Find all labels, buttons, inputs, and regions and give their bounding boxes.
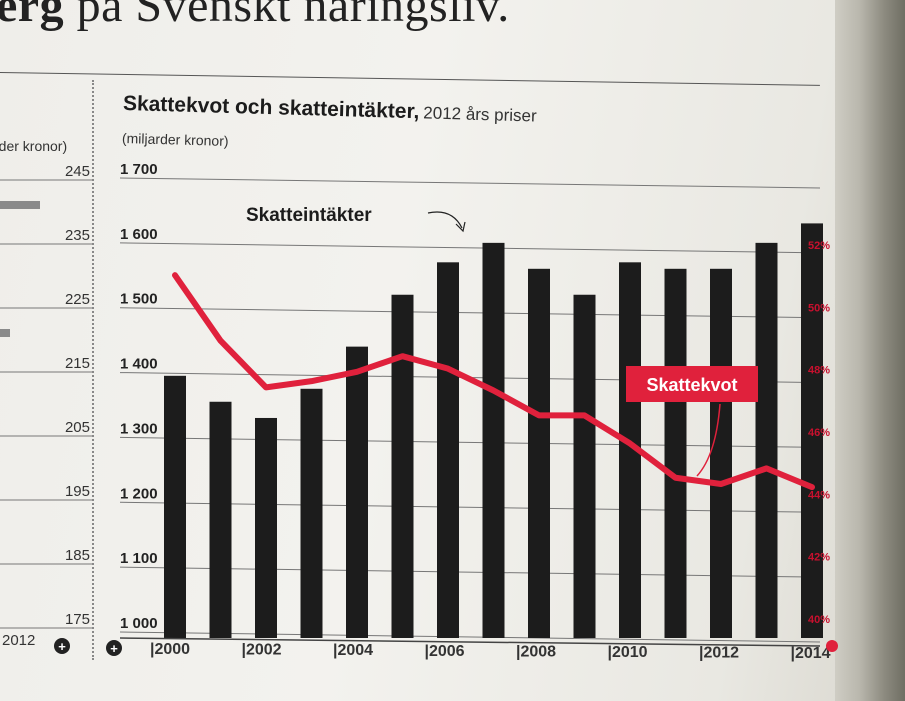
annotation-skatteintakter: Skatteintäkter (246, 205, 372, 226)
y-tick-label: 1 500 (120, 291, 158, 308)
left-panel-tick-label: 185 (65, 547, 90, 564)
x-tick-label: |2010 (608, 644, 648, 661)
gridline (119, 631, 821, 643)
bar-skatteintakter (300, 388, 323, 638)
left-panel-bar (0, 329, 10, 337)
y-tick-label: 1 000 (120, 615, 158, 632)
bar-skatteintakter (346, 346, 368, 638)
x-tick-label: |2012 (699, 645, 739, 662)
x-axis-plus-icon (106, 640, 122, 656)
y2-tick-label: 46% (808, 427, 830, 439)
headline-rest: på Svenskt näringsliv. (64, 0, 510, 32)
annotation-arrowhead (455, 221, 466, 233)
left-panel-tick-label: 205 (65, 419, 90, 436)
y-tick-label: 1 100 (120, 550, 158, 567)
gridline (119, 307, 821, 319)
left-panel-x-label: 2012 (2, 632, 35, 649)
left-panel-tick-label: 175 (65, 611, 90, 628)
left-panel-tick-label: 225 (65, 291, 90, 308)
right-axis-marker-icon (826, 640, 838, 652)
y2-tick-label: 48% (808, 365, 830, 377)
bar-skatteintakter (209, 401, 232, 638)
y2-tick-label: 50% (808, 302, 830, 314)
annotation-arrow (427, 211, 463, 229)
x-tick-label: |2000 (150, 641, 190, 658)
headline: erg på Svenskt näringsliv. (0, 0, 510, 33)
line-skattekvot (172, 272, 815, 491)
y2-tick-label: 42% (808, 552, 830, 564)
gridline (119, 436, 821, 448)
y-tick-label: 1 200 (120, 485, 158, 502)
gridline (119, 242, 821, 254)
y2-tick-label: 40% (808, 614, 830, 626)
gridline (119, 177, 821, 189)
bar-skatteintakter (755, 242, 778, 638)
y2-tick-label: 44% (808, 489, 830, 501)
gridline (119, 566, 821, 578)
bar-skatteintakter (664, 268, 687, 638)
headline-bold: erg (0, 0, 65, 32)
bar-skatteintakter (255, 417, 277, 638)
y2-tick-label: 52% (808, 240, 830, 252)
annotation-skattekvot-box (626, 366, 758, 402)
left-panel-plus-icon (54, 638, 70, 654)
left-panel-plus-glyph: + (58, 639, 66, 654)
column-divider (92, 80, 94, 660)
left-panel-tick-label: 245 (65, 163, 90, 180)
gridline (119, 501, 821, 513)
bar-skatteintakter (619, 262, 641, 638)
bar-skatteintakter (437, 262, 459, 638)
x-tick-label: |2006 (425, 643, 465, 660)
bar-skatteintakter (482, 242, 505, 638)
y-tick-label: 1 300 (120, 420, 158, 437)
x-tick-label: |2008 (516, 643, 556, 660)
bar-skatteintakter (391, 294, 414, 638)
x-axis-plus-glyph: + (110, 641, 118, 656)
annotation-skattekvot-leader (696, 403, 721, 477)
bar-skatteintakter (573, 294, 596, 638)
x-tick-label: |2004 (333, 642, 373, 659)
y-tick-label: 1 700 (120, 161, 158, 178)
left-panel-tick-label: 195 (65, 483, 90, 500)
left-panel-tick-label: 235 (65, 227, 90, 244)
bar-skatteintakter (801, 223, 823, 638)
bar-skatteintakter (528, 268, 550, 638)
annotation-skattekvot: Skattekvot (646, 375, 737, 395)
left-panel-bar (0, 201, 40, 209)
left-panel-unit-label: rder kronor) (0, 138, 68, 154)
page-edge-shadow (835, 0, 905, 701)
y-tick-label: 1 600 (120, 226, 158, 243)
y-tick-label: 1 400 (120, 356, 158, 373)
x-axis-line (119, 637, 821, 647)
x-tick-label: |2002 (242, 642, 282, 659)
x-tick-label: |2014 (791, 645, 831, 662)
bar-skatteintakter (164, 375, 186, 638)
left-panel-tick-label: 215 (65, 355, 90, 372)
bar-skatteintakter (710, 268, 732, 638)
